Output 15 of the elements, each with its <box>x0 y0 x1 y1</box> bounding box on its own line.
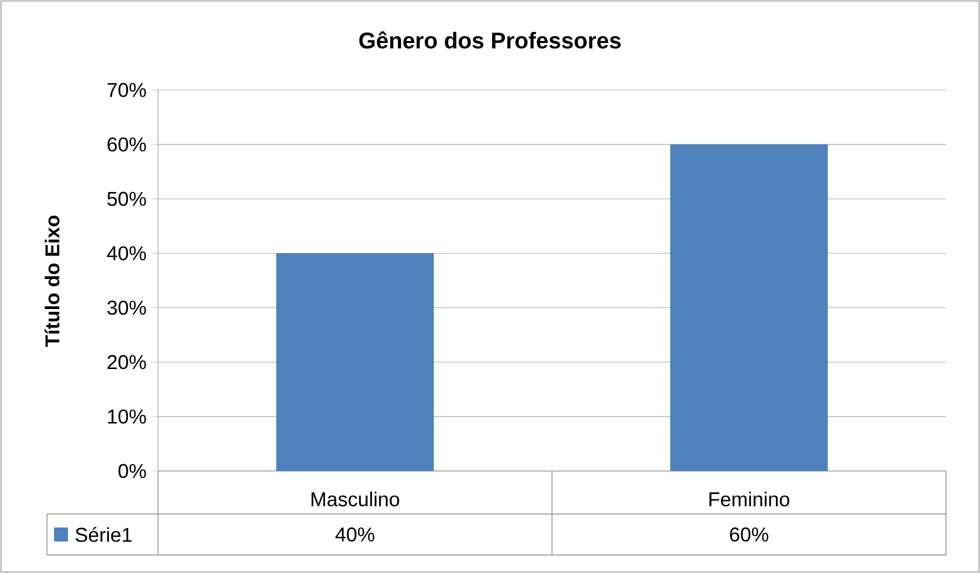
y-tick-label: 30% <box>107 300 146 315</box>
y-tick-label: 10% <box>108 409 146 424</box>
legend-label: Série1 <box>76 527 132 542</box>
data-label: 40% <box>335 527 374 542</box>
x-tick-label: Feminino <box>710 492 790 506</box>
y-tick-label: 50% <box>107 192 146 206</box>
y-tick-label: 60% <box>108 137 146 152</box>
y-tick-label: 20% <box>108 355 146 370</box>
chart-title: Gênero dos Professores <box>359 31 621 49</box>
y-axis-title: Título do Eixo <box>44 216 60 347</box>
data-label: 60% <box>730 527 768 542</box>
y-tick-label: 70% <box>108 82 146 98</box>
y-tick-label: 0% <box>118 464 146 478</box>
y-tick-label: 40% <box>107 246 146 260</box>
x-tick-label: Masculino <box>312 492 400 506</box>
